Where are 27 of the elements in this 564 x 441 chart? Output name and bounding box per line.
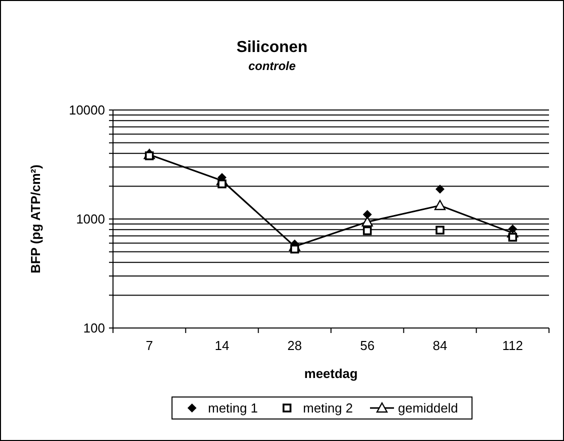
point [508, 232, 518, 242]
x-tick-label: 84 [432, 338, 448, 353]
point [362, 226, 372, 236]
y-tick-label: 100 [83, 320, 105, 336]
y-axis-title: BFP (pg ATP/cm²) [28, 164, 43, 274]
point [362, 216, 373, 227]
y-tick-label: 1000 [76, 212, 105, 227]
point [436, 184, 444, 194]
point [144, 151, 154, 160]
legend-label: meting 1 [208, 400, 258, 416]
x-tick-label: 28 [287, 338, 302, 353]
legend-label: gemiddeld [398, 400, 458, 416]
x-tick-label: 56 [360, 338, 375, 353]
chart-title: Siliconen [236, 39, 308, 56]
x-tick-label: 14 [214, 338, 230, 353]
chart-subtitle: controle [248, 59, 296, 73]
point [508, 224, 518, 234]
y-tick-label: 10000 [68, 102, 105, 118]
x-tick-label: 7 [146, 338, 153, 353]
x-axis-title: meetdag [304, 366, 358, 381]
x-tick-label: 112 [502, 338, 524, 353]
point [436, 226, 444, 235]
point [290, 244, 300, 254]
legend-label: meting 2 [303, 400, 353, 416]
point [434, 200, 446, 210]
point [218, 179, 226, 188]
point [362, 210, 372, 219]
